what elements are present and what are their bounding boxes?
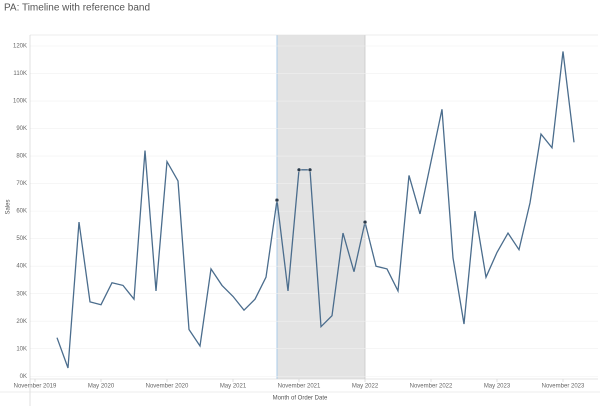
x-tick-label: November 2019: [14, 384, 57, 390]
y-tick-label: 10K: [16, 346, 27, 352]
series-line: [56, 51, 575, 369]
y-tick-label: 90K: [16, 126, 27, 132]
y-tick-label: 40K: [16, 264, 27, 270]
x-tick-label: May 2020: [88, 384, 115, 390]
y-tick-label: 70K: [16, 181, 27, 187]
x-tick-label: November 2022: [410, 384, 453, 390]
y-tick-label: 0K: [20, 374, 27, 380]
y-tick-label: 120K: [13, 44, 27, 50]
y-axis-title: Sales: [6, 199, 12, 214]
y-tick-label: 50K: [16, 236, 27, 242]
highlight-point: [362, 219, 368, 225]
chart-title: PA: Timeline with reference band: [4, 3, 150, 14]
y-tick-label: 60K: [16, 209, 27, 215]
y-tick-label: 100K: [13, 99, 27, 105]
x-tick-label: November 2023: [542, 384, 585, 390]
highlight-point: [296, 167, 302, 173]
highlight-point: [307, 167, 313, 173]
y-tick-label: 30K: [16, 291, 27, 297]
x-tick-label: May 2021: [220, 384, 247, 390]
y-tick-label: 80K: [16, 154, 27, 160]
x-axis-title: Month of Order Date: [273, 396, 328, 402]
x-tick-label: November 2020: [146, 384, 189, 390]
x-tick-label: November 2021: [278, 384, 321, 390]
x-tick-label: May 2022: [352, 384, 379, 390]
y-tick-label: 20K: [16, 319, 27, 325]
y-tick-label: 110K: [13, 71, 27, 77]
highlight-point: [274, 197, 280, 203]
x-tick-label: May 2023: [484, 384, 511, 390]
